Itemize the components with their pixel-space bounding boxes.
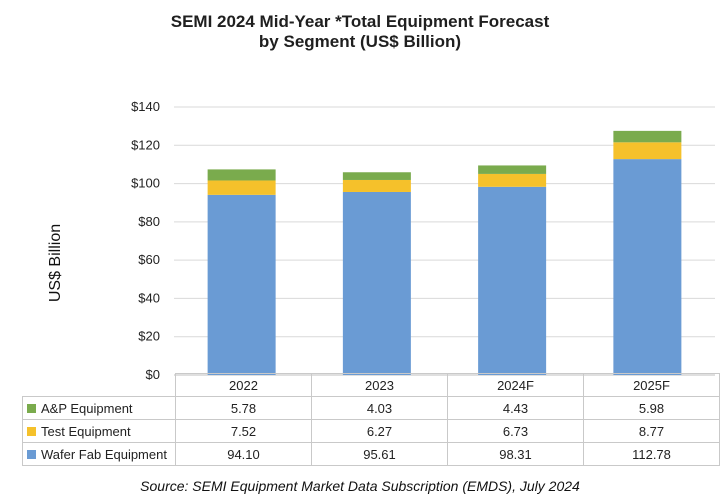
bar-segment-test-equipment-2023 (342, 179, 411, 192)
source-note: Source: SEMI Equipment Market Data Subsc… (140, 478, 580, 494)
x-tick-label: 2023 (311, 373, 448, 397)
chart-title-line-1: SEMI 2024 Mid-Year *Total Equipment Fore… (170, 12, 550, 31)
bar-segment-a-p-equipment-2025f (613, 130, 682, 143)
bar-segment-test-equipment-2024f (478, 173, 547, 187)
legend-swatch (27, 426, 36, 436)
y-tick-label: $60 (138, 252, 160, 267)
bar-segment-test-equipment-2022 (207, 180, 276, 195)
data-value-label: 94.10 (175, 442, 312, 466)
data-value-label: 95.61 (311, 442, 448, 466)
data-value-label: 6.27 (311, 419, 448, 443)
table-row: Wafer Fab Equipment 94.10 95.61 98.31 112.78 (22, 442, 720, 466)
y-tick-label: $80 (138, 214, 160, 229)
table-corner (22, 373, 176, 397)
y-tick-label: $20 (138, 329, 160, 344)
bar-segment-test-equipment-2025f (613, 142, 682, 160)
bar-segment-wafer-fab-equipment-2024f (478, 186, 547, 375)
data-value-label: 112.78 (583, 442, 720, 466)
bar-segment-a-p-equipment-2023 (342, 172, 411, 180)
bar-segment-a-p-equipment-2022 (207, 169, 276, 181)
bar-segment-wafer-fab-equipment-2025f (613, 159, 682, 375)
data-value-label: 7.52 (175, 419, 312, 443)
legend-label: Test Equipment (41, 423, 131, 439)
data-value-label: 4.03 (311, 396, 448, 420)
data-table: 2022 2023 2024F 2025F A&P Equipment 5.78 4.03 4… (22, 373, 720, 466)
bar-segment-a-p-equipment-2024f (478, 165, 547, 174)
legend-entry: Wafer Fab Equipment (22, 442, 176, 466)
legend-swatch (27, 403, 36, 413)
bar-segment-wafer-fab-equipment-2022 (207, 194, 276, 375)
y-tick-label: $100 (131, 176, 160, 191)
legend-swatch (27, 449, 36, 459)
chart-title: SEMI 2024 Mid-Year *Total Equipment Fore… (0, 12, 720, 52)
x-tick-label: 2022 (175, 373, 312, 397)
x-tick-label: 2024F (447, 373, 584, 397)
legend-entry: Test Equipment (22, 419, 176, 443)
y-tick-label: $140 (131, 99, 160, 114)
data-value-label: 6.73 (447, 419, 584, 443)
data-value-label: 4.43 (447, 396, 584, 420)
table-row: Test Equipment 7.52 6.27 6.73 8.77 (22, 419, 720, 443)
y-tick-label: $40 (138, 290, 160, 305)
chart-title-line-2: by Segment (US$ Billion) (258, 32, 462, 51)
table-row: A&P Equipment 5.78 4.03 4.43 5.98 (22, 396, 720, 420)
data-value-label: 5.78 (175, 396, 312, 420)
data-value-label: 98.31 (447, 442, 584, 466)
data-value-label: 5.98 (583, 396, 720, 420)
bar-segment-wafer-fab-equipment-2023 (342, 191, 411, 375)
y-tick-label: $120 (131, 137, 160, 152)
legend-entry: A&P Equipment (22, 396, 176, 420)
legend-label: A&P Equipment (41, 400, 133, 416)
data-value-label: 8.77 (583, 419, 720, 443)
legend-label: Wafer Fab Equipment (41, 446, 167, 462)
x-tick-label: 2025F (583, 373, 720, 397)
table-header-row: 2022 2023 2024F 2025F (22, 373, 720, 397)
